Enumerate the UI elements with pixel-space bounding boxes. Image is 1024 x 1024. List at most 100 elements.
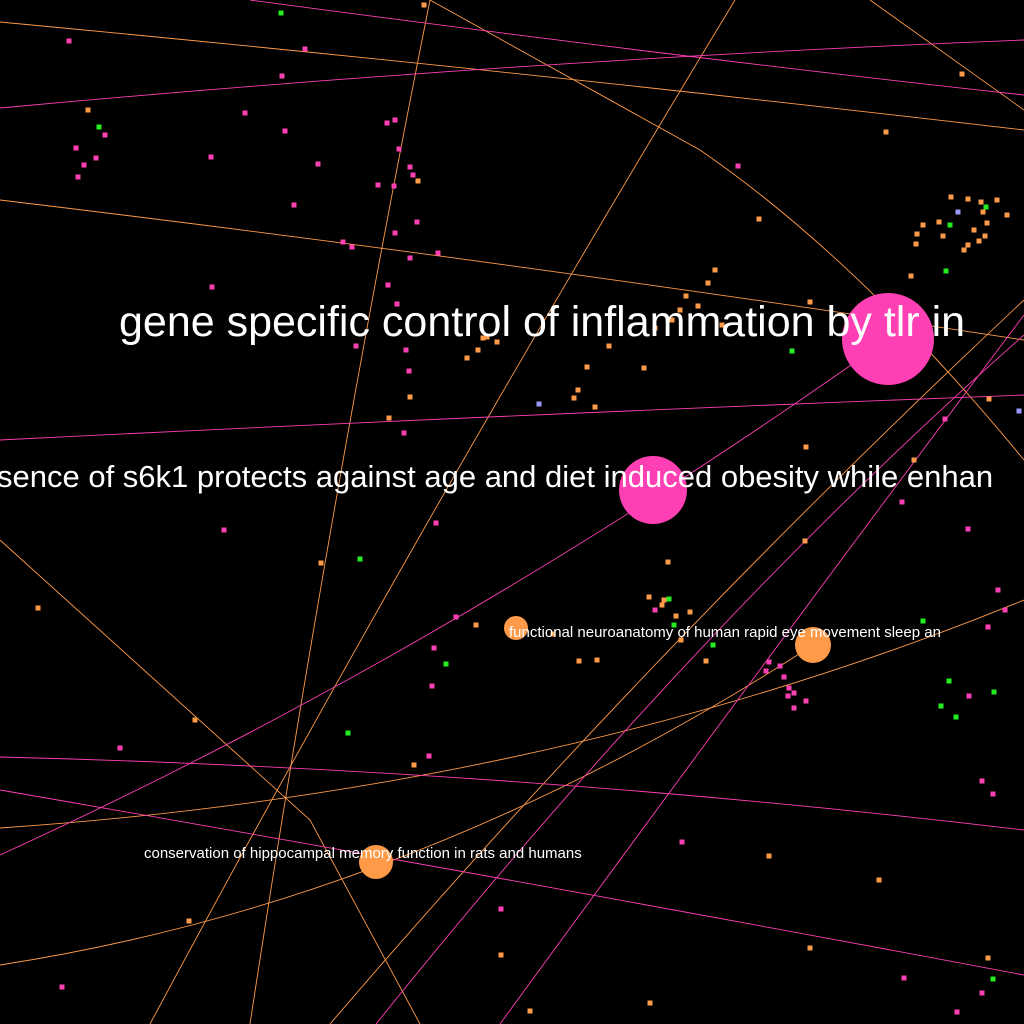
graph-node-dot[interactable] — [117, 745, 123, 751]
graph-node-dot[interactable] — [453, 614, 459, 620]
graph-node-dot[interactable] — [421, 2, 427, 8]
graph-node-dot[interactable] — [426, 753, 432, 759]
graph-node-dot[interactable] — [192, 717, 198, 723]
graph-node-dot[interactable] — [953, 714, 959, 720]
graph-node-dot[interactable] — [712, 267, 718, 273]
graph-node-dot[interactable] — [527, 1008, 533, 1014]
graph-node-dot[interactable] — [913, 241, 919, 247]
node-rem-sleep-right[interactable] — [795, 627, 831, 663]
graph-node-dot[interactable] — [785, 693, 791, 699]
graph-node-dot[interactable] — [59, 984, 65, 990]
graph-node-dot[interactable] — [186, 918, 192, 924]
graph-node-dot[interactable] — [357, 556, 363, 562]
graph-node-dot[interactable] — [990, 976, 996, 982]
graph-node-dot[interactable] — [876, 877, 882, 883]
graph-node-dot[interactable] — [705, 280, 711, 286]
graph-node-dot[interactable] — [984, 220, 990, 226]
graph-node-dot[interactable] — [995, 587, 1001, 593]
graph-node-dot[interactable] — [983, 204, 989, 210]
graph-node-dot[interactable] — [665, 559, 671, 565]
graph-node-dot[interactable] — [802, 538, 808, 544]
graph-node-dot[interactable] — [695, 303, 701, 309]
graph-node-dot[interactable] — [480, 335, 486, 341]
graph-node-dot[interactable] — [914, 231, 920, 237]
graph-node-dot[interactable] — [407, 255, 413, 261]
graph-node-dot[interactable] — [302, 46, 308, 52]
graph-node-dot[interactable] — [392, 230, 398, 236]
graph-node-dot[interactable] — [942, 416, 948, 422]
graph-node-dot[interactable] — [592, 404, 598, 410]
graph-node-dot[interactable] — [965, 196, 971, 202]
graph-node-dot[interactable] — [473, 622, 479, 628]
graph-node-dot[interactable] — [803, 698, 809, 704]
node-rem-sleep-left[interactable] — [504, 616, 528, 640]
graph-node-dot[interactable] — [606, 343, 612, 349]
node-s6k1-obesity[interactable] — [619, 456, 687, 524]
graph-node-dot[interactable] — [687, 609, 693, 615]
node-hippocampal-memory[interactable] — [359, 845, 393, 879]
graph-node-dot[interactable] — [443, 661, 449, 667]
graph-node-dot[interactable] — [807, 945, 813, 951]
graph-node-dot[interactable] — [971, 227, 977, 233]
graph-node-dot[interactable] — [948, 194, 954, 200]
graph-node-dot[interactable] — [279, 73, 285, 79]
graph-node-dot[interactable] — [908, 273, 914, 279]
graph-node-dot[interactable] — [278, 10, 284, 16]
graph-node-dot[interactable] — [35, 605, 41, 611]
graph-node-dot[interactable] — [403, 347, 409, 353]
graph-node-dot[interactable] — [475, 347, 481, 353]
graph-node-dot[interactable] — [920, 618, 926, 624]
graph-node-dot[interactable] — [349, 244, 355, 250]
graph-node-dot[interactable] — [961, 247, 967, 253]
graph-node-dot[interactable] — [375, 182, 381, 188]
graph-node-dot[interactable] — [766, 659, 772, 665]
graph-node-dot[interactable] — [943, 268, 949, 274]
graph-node-dot[interactable] — [979, 990, 985, 996]
graph-node-dot[interactable] — [678, 637, 684, 643]
graph-node-dot[interactable] — [410, 172, 416, 178]
graph-node-dot[interactable] — [901, 975, 907, 981]
graph-node-dot[interactable] — [994, 197, 1000, 203]
graph-node-dot[interactable] — [575, 387, 581, 393]
graph-node-dot[interactable] — [102, 132, 108, 138]
graph-node-dot[interactable] — [385, 282, 391, 288]
graph-node-dot[interactable] — [899, 499, 905, 505]
graph-node-dot[interactable] — [786, 685, 792, 691]
graph-node-dot[interactable] — [679, 839, 685, 845]
graph-node-dot[interactable] — [781, 674, 787, 680]
graph-node-dot[interactable] — [652, 325, 658, 331]
graph-node-dot[interactable] — [391, 183, 397, 189]
graph-node-dot[interactable] — [66, 38, 72, 44]
graph-node-dot[interactable] — [646, 594, 652, 600]
graph-node-dot[interactable] — [386, 415, 392, 421]
graph-node-dot[interactable] — [208, 154, 214, 160]
graph-node-dot[interactable] — [96, 124, 102, 130]
graph-node-dot[interactable] — [431, 645, 437, 651]
graph-node-dot[interactable] — [550, 631, 556, 637]
graph-node-dot[interactable] — [976, 238, 982, 244]
graph-node-dot[interactable] — [966, 693, 972, 699]
graph-node-dot[interactable] — [959, 71, 965, 77]
graph-node-dot[interactable] — [659, 602, 665, 608]
graph-node-dot[interactable] — [318, 560, 324, 566]
graph-node-dot[interactable] — [803, 444, 809, 450]
graph-node-dot[interactable] — [980, 209, 986, 215]
graph-node-dot[interactable] — [647, 1000, 653, 1006]
graph-node-dot[interactable] — [666, 596, 672, 602]
graph-node-dot[interactable] — [1004, 212, 1010, 218]
graph-node-dot[interactable] — [291, 202, 297, 208]
graph-node-dot[interactable] — [407, 164, 413, 170]
graph-node-dot[interactable] — [911, 457, 917, 463]
graph-node-dot[interactable] — [1016, 408, 1022, 414]
graph-node-dot[interactable] — [594, 657, 600, 663]
graph-node-dot[interactable] — [735, 163, 741, 169]
graph-node-dot[interactable] — [979, 778, 985, 784]
graph-node-dot[interactable] — [947, 222, 953, 228]
graph-node-dot[interactable] — [340, 239, 346, 245]
graph-node-dot[interactable] — [392, 117, 398, 123]
graph-node-dot[interactable] — [719, 322, 725, 328]
graph-node-dot[interactable] — [433, 520, 439, 526]
graph-node-dot[interactable] — [791, 705, 797, 711]
graph-node-dot[interactable] — [677, 307, 683, 313]
